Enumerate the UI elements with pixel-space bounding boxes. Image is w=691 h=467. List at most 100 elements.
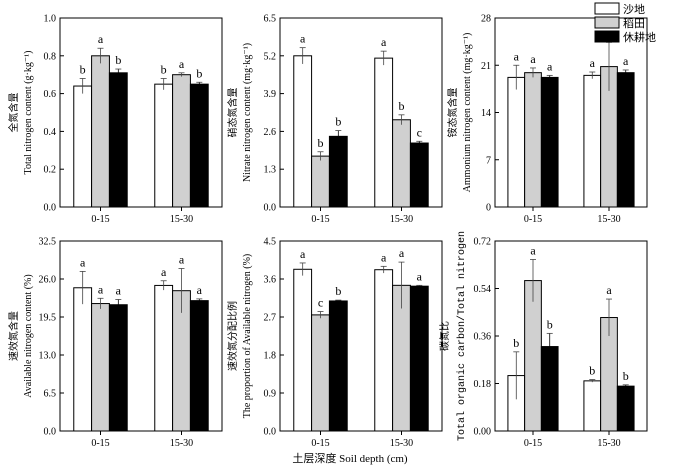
significance-letter: a xyxy=(530,52,536,66)
significance-letter: a xyxy=(179,57,185,71)
y-tick-label: 19.5 xyxy=(39,313,57,324)
y-axis-title-cn: 硝态氮含量 xyxy=(226,88,239,138)
y-tick-label: 0.36 xyxy=(474,332,492,343)
y-tick-label: 0.0 xyxy=(44,427,57,438)
axis-frame xyxy=(279,240,443,432)
x-tick-label: 0-15 xyxy=(524,214,542,225)
y-axis-title-cn: 碳氮比 xyxy=(438,321,451,351)
axis-frame xyxy=(59,240,223,432)
x-tick-label: 0-15 xyxy=(311,438,329,449)
bar-paddy xyxy=(524,72,542,208)
y-axis-title-cn: 铵态氮含量 xyxy=(446,88,459,138)
bar-sand xyxy=(583,380,602,432)
y-tick-label: 0.9 xyxy=(264,389,277,400)
panel-cn-ratio: 0.00 0.18 0.36 0.54 0.72 0-15 b a b 15-30 b a b 碳氮比 To… xyxy=(438,231,648,449)
x-tick-label: 15-30 xyxy=(170,214,193,225)
x-tick-label: 15-30 xyxy=(390,214,413,225)
y-tick-label: 6.5 xyxy=(44,389,57,400)
y-tick-label: 0.0 xyxy=(44,203,57,214)
y-axis-title-en: Nitrate nitrogen content (mg·kg⁻¹) xyxy=(242,43,253,182)
significance-letter: a xyxy=(116,283,122,297)
bar-fallow xyxy=(328,300,348,432)
significance-letter: b xyxy=(589,364,595,378)
significance-letter: c xyxy=(417,125,422,139)
y-tick-label: 0.0 xyxy=(264,203,277,214)
bar-paddy xyxy=(392,119,411,208)
significance-letter: a xyxy=(514,49,520,63)
y-tick-label: 13.0 xyxy=(39,351,57,362)
bar-paddy xyxy=(91,55,110,208)
significance-letter: a xyxy=(606,283,612,297)
significance-letter: a xyxy=(197,283,203,297)
significance-letter: c xyxy=(318,296,323,310)
bar-fallow xyxy=(189,83,209,208)
significance-letter: a xyxy=(417,269,423,283)
bar-sand xyxy=(293,268,313,432)
bar-sand xyxy=(374,269,394,432)
legend-swatch-fallow xyxy=(594,30,620,43)
y-tick-label: 0.6 xyxy=(44,89,57,100)
y-axis-title-en: Available nitrogen content (%) xyxy=(23,274,34,397)
significance-letter: a xyxy=(98,32,104,46)
y-tick-label: 2.7 xyxy=(264,313,277,324)
y-tick-label: 3.9 xyxy=(264,89,277,100)
bar-sand xyxy=(583,74,602,208)
bar-sand xyxy=(374,57,394,208)
y-axis-title-en: The proportion of Available nitrogen (%) xyxy=(242,254,253,419)
x-tick-label: 0-15 xyxy=(311,214,329,225)
significance-letter: a xyxy=(80,255,86,269)
y-tick-label: 26.0 xyxy=(39,275,57,286)
x-tick-label: 0-15 xyxy=(91,438,109,449)
significance-letter: b xyxy=(318,136,324,150)
y-tick-label: 0.18 xyxy=(474,379,492,390)
y-tick-label: 1.8 xyxy=(264,351,277,362)
y-axis-title-en: Total nitrogen content (g·kg⁻¹) xyxy=(23,51,34,175)
bar-fallow xyxy=(108,304,128,432)
axis-frame xyxy=(279,17,443,208)
significance-letter: b xyxy=(513,336,519,350)
bar-sand xyxy=(73,287,93,432)
bar-fallow xyxy=(540,76,559,208)
significance-letter: b xyxy=(196,66,202,80)
x-tick-label: 15-30 xyxy=(597,214,620,225)
significance-letter: b xyxy=(80,62,86,76)
significance-letter: a xyxy=(399,246,405,260)
y-tick-label: 0.8 xyxy=(44,51,57,62)
y-axis-title-cn: 全氮含量 xyxy=(7,93,20,133)
significance-letter: b xyxy=(335,284,341,298)
y-axis-title-en: Total organic carbon/Total nitrogen xyxy=(456,231,468,441)
significance-letter: b xyxy=(547,317,553,331)
significance-letter: b xyxy=(623,369,629,383)
legend-swatch-sand xyxy=(594,2,620,15)
y-axis-title-en: Ammonium nitrogen content (mg·kg⁻¹) xyxy=(462,33,473,193)
x-tick-label: 15-30 xyxy=(597,438,620,449)
bar-paddy xyxy=(524,280,542,432)
significance-letter: a xyxy=(161,265,167,279)
y-tick-label: 0.0 xyxy=(264,427,277,438)
bar-sand xyxy=(73,85,93,208)
bar-fallow xyxy=(328,135,348,208)
bar-fallow xyxy=(189,300,209,432)
bar-fallow xyxy=(409,142,429,208)
significance-letter: a xyxy=(300,32,306,46)
y-tick-label: 3.6 xyxy=(264,275,277,286)
legend: 沙地 稻田 休耕地 xyxy=(594,2,656,44)
y-tick-label: 21 xyxy=(481,61,491,72)
bar-paddy xyxy=(311,314,330,432)
y-tick-label: 0 xyxy=(486,203,491,214)
significance-letter: a xyxy=(530,243,536,257)
bar-sand xyxy=(293,55,313,208)
significance-letter: b xyxy=(399,99,405,113)
bar-fallow xyxy=(108,72,128,208)
y-tick-label: 1.3 xyxy=(264,165,277,176)
y-tick-label: 4.5 xyxy=(264,237,277,248)
significance-letter: b xyxy=(335,115,341,129)
bar-paddy xyxy=(91,303,110,432)
